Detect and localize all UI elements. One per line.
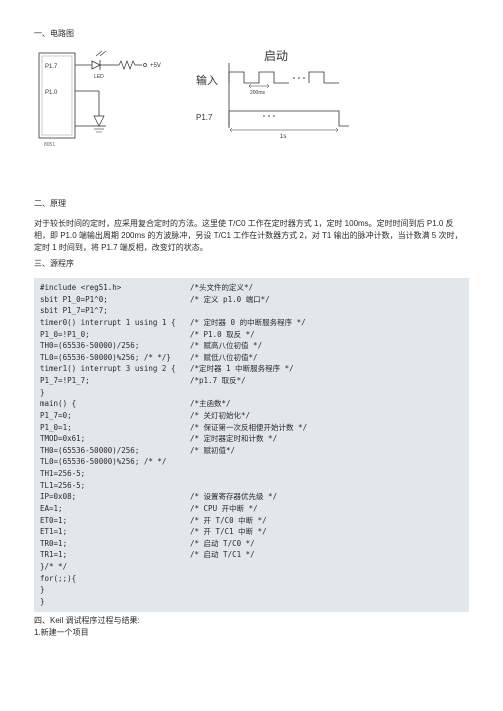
code-line: TH1=256-5; xyxy=(40,468,463,480)
source-code: #include <reg51.h>/*头文件的定义*/sbit P1_0=P1… xyxy=(34,278,469,612)
code-line: sbit P1_7=P1^7; xyxy=(40,305,463,317)
diagram-container: P1.7 LED +5V P1.0 8051 启动 输入 xyxy=(34,48,469,148)
label-p17: P1.7 xyxy=(45,64,58,70)
section4-item1: 1.新建一个项目 xyxy=(34,627,469,639)
circuit-diagram: P1.7 LED +5V P1.0 8051 xyxy=(34,48,174,148)
section2-title: 二、原理 xyxy=(34,198,469,210)
code-line: timer1() interrupt 3 using 2 {/*定时器 1 中断… xyxy=(40,363,463,375)
code-line: } xyxy=(40,584,463,596)
timing-diagram: 启动 输入 200ms P1.7 1s xyxy=(194,48,364,148)
code-line: TH0=(65536-50000)/256;/* 赋初值*/ xyxy=(40,445,463,457)
code-line: TL0=(65536-50000)%256; /* */ xyxy=(40,456,463,468)
code-line: TMOD=0x61;/* 定时器定时和计数 */ xyxy=(40,433,463,445)
svg-text:输入: 输入 xyxy=(196,73,218,87)
code-line: P1_7=0;/* 关灯初始化*/ xyxy=(40,410,463,422)
code-line: P1_0=1;/* 保证第一次反相便开始计数 */ xyxy=(40,422,463,434)
code-line: }/* */ xyxy=(40,561,463,573)
code-line: #include <reg51.h>/*头文件的定义*/ xyxy=(40,282,463,294)
svg-text:1s: 1s xyxy=(280,134,286,140)
code-line: ET1=1;/* 开 T/C1 中断 */ xyxy=(40,526,463,538)
label-start: 启动 xyxy=(264,49,288,63)
svg-text:P1.0: P1.0 xyxy=(45,90,58,96)
svg-text:8051: 8051 xyxy=(44,142,55,148)
section2-para: 对于较长时间的定时，应采用复合定时的方法。这里使 T/C0 工作在定时器方式 1… xyxy=(34,218,469,254)
section3-title: 三、源程序 xyxy=(34,258,469,270)
code-line: TL1=256-5; xyxy=(40,480,463,492)
svg-text:+5V: +5V xyxy=(150,63,161,69)
code-line: IP=0x08;/* 设置寄存器优先级 */ xyxy=(40,491,463,503)
code-line: P1_7=!P1_7;/*p1.7 取反*/ xyxy=(40,375,463,387)
code-line: for(;;){ xyxy=(40,573,463,585)
code-line: timer0() interrupt 1 using 1 {/* 定时器 0 的… xyxy=(40,317,463,329)
code-line: } xyxy=(40,596,463,608)
svg-text:P1.7: P1.7 xyxy=(196,113,213,122)
code-line: TH0=(65536-50000)/256;/* 赋高八位初值 */ xyxy=(40,340,463,352)
code-line: } xyxy=(40,387,463,399)
code-line: EA=1;/* CPU 开中断 */ xyxy=(40,503,463,515)
code-line: ET0=1;/* 开 T/C0 中断 */ xyxy=(40,515,463,527)
code-line: main() {/*主函数*/ xyxy=(40,398,463,410)
code-line: TL0=(65536-50000)%256; /* */}/* 赋低八位初值*/ xyxy=(40,352,463,364)
code-line: P1_0=!P1_0;/* P1.0 取反 */ xyxy=(40,329,463,341)
code-line: TR1=1;/* 启动 T/C1 */ xyxy=(40,549,463,561)
svg-text:LED: LED xyxy=(94,74,104,80)
section4-title: 四、Keil 调试程序过程与结果: xyxy=(34,615,469,627)
code-line: TR0=1;/* 启动 T/C0 */ xyxy=(40,538,463,550)
section1-title: 一、电路图 xyxy=(34,28,469,40)
svg-text:200ms: 200ms xyxy=(250,90,266,96)
code-line: sbit P1_0=P1^0;/* 定义 p1.0 端口*/ xyxy=(40,294,463,306)
